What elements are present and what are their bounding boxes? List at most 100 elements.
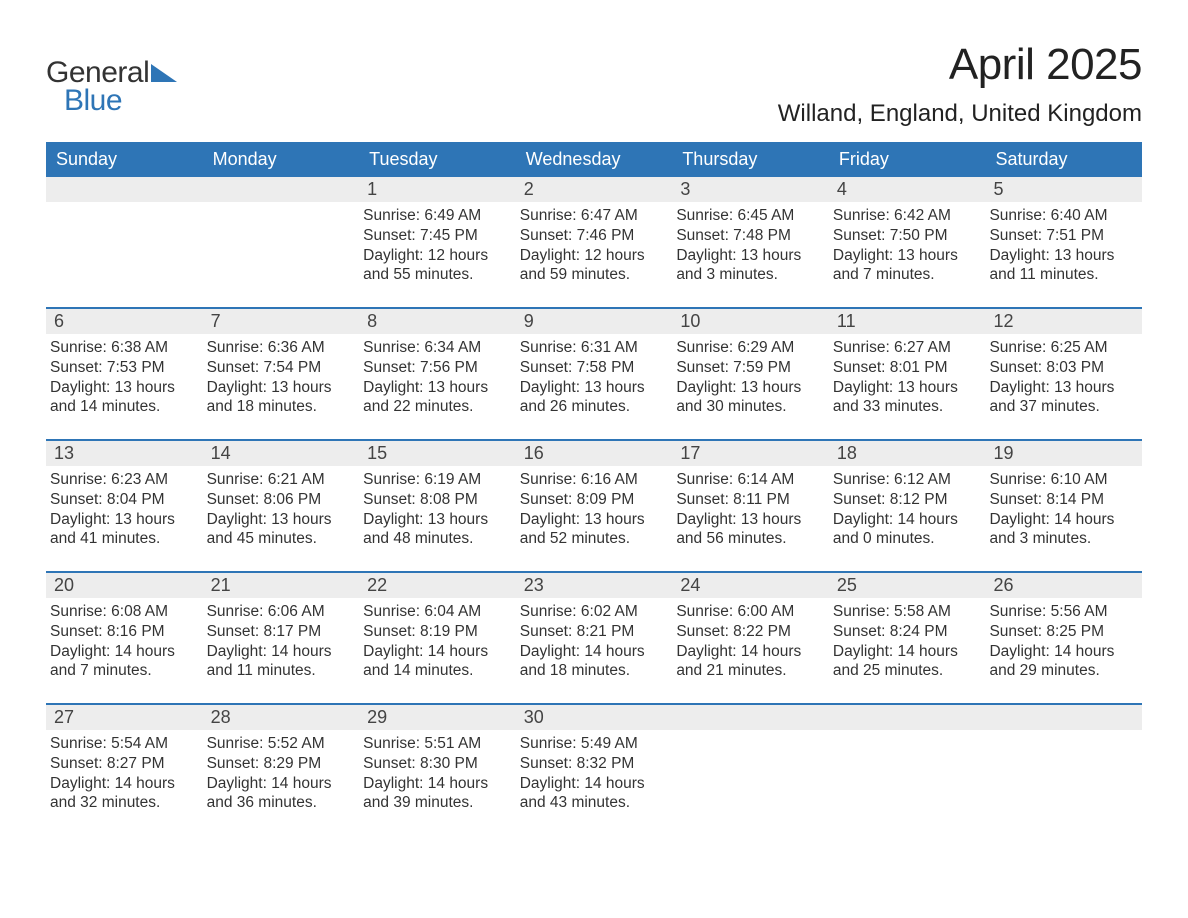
sunset-text: Sunset: 8:29 PM — [207, 754, 356, 774]
day-cell: 22Sunrise: 6:04 AMSunset: 8:19 PMDayligh… — [359, 573, 516, 691]
day-cell: 8Sunrise: 6:34 AMSunset: 7:56 PMDaylight… — [359, 309, 516, 427]
dl1-text: Daylight: 13 hours — [833, 378, 982, 398]
dl2-text: and 45 minutes. — [207, 529, 356, 549]
sunrise-text: Sunrise: 6:14 AM — [676, 470, 825, 490]
day-cell: 10Sunrise: 6:29 AMSunset: 7:59 PMDayligh… — [672, 309, 829, 427]
dl2-text: and 3 minutes. — [989, 529, 1138, 549]
day-cell: 19Sunrise: 6:10 AMSunset: 8:14 PMDayligh… — [985, 441, 1142, 559]
day-cell: 3Sunrise: 6:45 AMSunset: 7:48 PMDaylight… — [672, 177, 829, 295]
sunset-text: Sunset: 8:27 PM — [50, 754, 199, 774]
sunset-text: Sunset: 8:32 PM — [520, 754, 669, 774]
day-cell: 28Sunrise: 5:52 AMSunset: 8:29 PMDayligh… — [203, 705, 360, 823]
day-cell: 18Sunrise: 6:12 AMSunset: 8:12 PMDayligh… — [829, 441, 986, 559]
day-body: Sunrise: 6:02 AMSunset: 8:21 PMDaylight:… — [516, 598, 673, 685]
sunset-text: Sunset: 8:03 PM — [989, 358, 1138, 378]
dl1-text: Daylight: 14 hours — [520, 642, 669, 662]
dl2-text: and 43 minutes. — [520, 793, 669, 813]
day-cell: 24Sunrise: 6:00 AMSunset: 8:22 PMDayligh… — [672, 573, 829, 691]
location-text: Willand, England, United Kingdom — [778, 100, 1142, 128]
day-cell: 20Sunrise: 6:08 AMSunset: 8:16 PMDayligh… — [46, 573, 203, 691]
day-body: Sunrise: 6:42 AMSunset: 7:50 PMDaylight:… — [829, 202, 986, 289]
sunset-text: Sunset: 8:16 PM — [50, 622, 199, 642]
dl1-text: Daylight: 14 hours — [989, 510, 1138, 530]
day-cell: 6Sunrise: 6:38 AMSunset: 7:53 PMDaylight… — [46, 309, 203, 427]
day-number: 30 — [516, 705, 673, 730]
sunrise-text: Sunrise: 6:16 AM — [520, 470, 669, 490]
day-cell — [985, 705, 1142, 823]
day-cell: 1Sunrise: 6:49 AMSunset: 7:45 PMDaylight… — [359, 177, 516, 295]
day-cell: 16Sunrise: 6:16 AMSunset: 8:09 PMDayligh… — [516, 441, 673, 559]
sunrise-text: Sunrise: 6:00 AM — [676, 602, 825, 622]
day-body: Sunrise: 5:56 AMSunset: 8:25 PMDaylight:… — [985, 598, 1142, 685]
day-cell: 27Sunrise: 5:54 AMSunset: 8:27 PMDayligh… — [46, 705, 203, 823]
dow-friday: Friday — [829, 142, 986, 177]
day-cell: 4Sunrise: 6:42 AMSunset: 7:50 PMDaylight… — [829, 177, 986, 295]
week-row: 20Sunrise: 6:08 AMSunset: 8:16 PMDayligh… — [46, 571, 1142, 691]
sunset-text: Sunset: 8:11 PM — [676, 490, 825, 510]
days-of-week-header: Sunday Monday Tuesday Wednesday Thursday… — [46, 142, 1142, 177]
day-body: Sunrise: 6:21 AMSunset: 8:06 PMDaylight:… — [203, 466, 360, 553]
sunrise-text: Sunrise: 5:52 AM — [207, 734, 356, 754]
dl1-text: Daylight: 14 hours — [207, 774, 356, 794]
day-body: Sunrise: 5:54 AMSunset: 8:27 PMDaylight:… — [46, 730, 203, 817]
dl1-text: Daylight: 13 hours — [50, 510, 199, 530]
day-cell: 7Sunrise: 6:36 AMSunset: 7:54 PMDaylight… — [203, 309, 360, 427]
day-body: Sunrise: 6:04 AMSunset: 8:19 PMDaylight:… — [359, 598, 516, 685]
day-cell — [829, 705, 986, 823]
sunrise-text: Sunrise: 6:04 AM — [363, 602, 512, 622]
day-body: Sunrise: 5:49 AMSunset: 8:32 PMDaylight:… — [516, 730, 673, 817]
dl1-text: Daylight: 14 hours — [520, 774, 669, 794]
dl1-text: Daylight: 13 hours — [50, 378, 199, 398]
dl2-text: and 48 minutes. — [363, 529, 512, 549]
sunrise-text: Sunrise: 6:10 AM — [989, 470, 1138, 490]
dl2-text: and 29 minutes. — [989, 661, 1138, 681]
month-title: April 2025 — [778, 40, 1142, 90]
logo-flag-icon — [151, 64, 177, 82]
sunrise-text: Sunrise: 6:45 AM — [676, 206, 825, 226]
day-number: 25 — [829, 573, 986, 598]
dl2-text: and 56 minutes. — [676, 529, 825, 549]
day-number: 5 — [985, 177, 1142, 202]
dl1-text: Daylight: 12 hours — [363, 246, 512, 266]
sunset-text: Sunset: 8:22 PM — [676, 622, 825, 642]
day-body: Sunrise: 5:52 AMSunset: 8:29 PMDaylight:… — [203, 730, 360, 817]
dl1-text: Daylight: 13 hours — [207, 378, 356, 398]
day-body: Sunrise: 6:19 AMSunset: 8:08 PMDaylight:… — [359, 466, 516, 553]
day-cell: 14Sunrise: 6:21 AMSunset: 8:06 PMDayligh… — [203, 441, 360, 559]
dl1-text: Daylight: 14 hours — [207, 642, 356, 662]
day-number: 4 — [829, 177, 986, 202]
day-cell — [672, 705, 829, 823]
sunrise-text: Sunrise: 5:56 AM — [989, 602, 1138, 622]
sunrise-text: Sunrise: 6:38 AM — [50, 338, 199, 358]
dl1-text: Daylight: 13 hours — [676, 246, 825, 266]
day-number: 7 — [203, 309, 360, 334]
dl2-text: and 7 minutes. — [833, 265, 982, 285]
day-body: Sunrise: 6:14 AMSunset: 8:11 PMDaylight:… — [672, 466, 829, 553]
sunrise-text: Sunrise: 6:31 AM — [520, 338, 669, 358]
sunset-text: Sunset: 8:09 PM — [520, 490, 669, 510]
day-body: Sunrise: 5:51 AMSunset: 8:30 PMDaylight:… — [359, 730, 516, 817]
day-number: 6 — [46, 309, 203, 334]
day-number: 9 — [516, 309, 673, 334]
dl1-text: Daylight: 14 hours — [833, 642, 982, 662]
day-number: 18 — [829, 441, 986, 466]
dow-saturday: Saturday — [985, 142, 1142, 177]
day-number — [672, 705, 829, 730]
dl2-text: and 26 minutes. — [520, 397, 669, 417]
sunrise-text: Sunrise: 6:27 AM — [833, 338, 982, 358]
sunrise-text: Sunrise: 5:51 AM — [363, 734, 512, 754]
dl2-text: and 11 minutes. — [207, 661, 356, 681]
sunset-text: Sunset: 8:01 PM — [833, 358, 982, 378]
sunset-text: Sunset: 7:50 PM — [833, 226, 982, 246]
day-number: 19 — [985, 441, 1142, 466]
sunset-text: Sunset: 8:19 PM — [363, 622, 512, 642]
dow-wednesday: Wednesday — [516, 142, 673, 177]
sunrise-text: Sunrise: 6:23 AM — [50, 470, 199, 490]
dl2-text: and 55 minutes. — [363, 265, 512, 285]
sunset-text: Sunset: 7:56 PM — [363, 358, 512, 378]
sunset-text: Sunset: 7:58 PM — [520, 358, 669, 378]
day-cell: 29Sunrise: 5:51 AMSunset: 8:30 PMDayligh… — [359, 705, 516, 823]
day-body: Sunrise: 6:16 AMSunset: 8:09 PMDaylight:… — [516, 466, 673, 553]
day-number: 29 — [359, 705, 516, 730]
dl1-text: Daylight: 14 hours — [50, 642, 199, 662]
